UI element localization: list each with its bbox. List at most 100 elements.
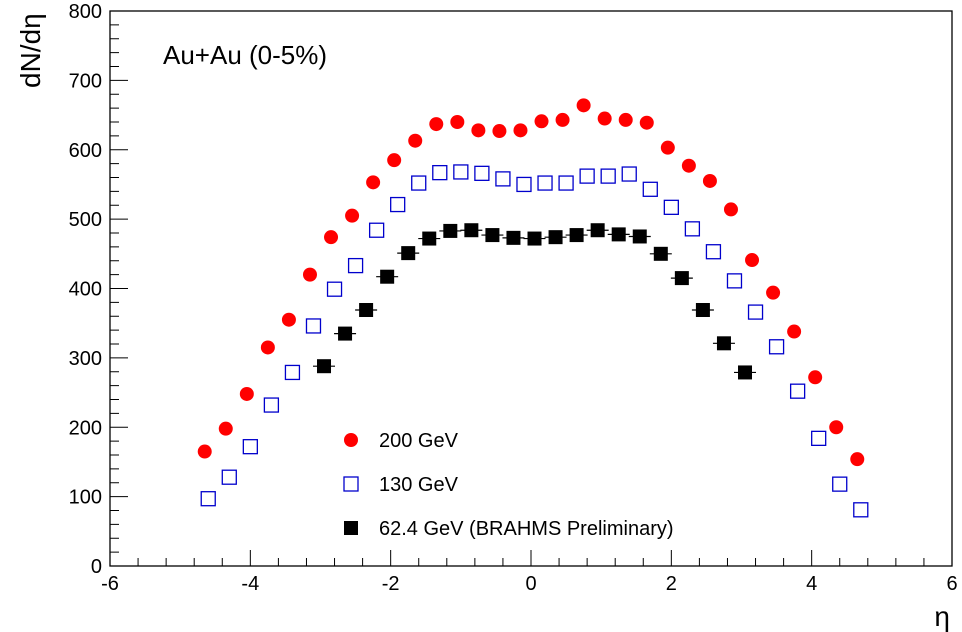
point-130gev	[221, 469, 237, 485]
legend: 200 GeV 130 GeV 62.4 GeV (BRAHMS Prelimi…	[343, 430, 674, 540]
point-130gev	[663, 199, 679, 215]
point-62gev	[527, 231, 542, 246]
point-130gev	[305, 318, 322, 334]
x-tick-label: 4	[806, 573, 817, 595]
point-62gev	[738, 365, 753, 380]
point-130gev	[747, 304, 764, 320]
point-130gev	[263, 397, 280, 413]
legend-label-200: 200 GeV	[379, 430, 459, 452]
point-130gev	[832, 476, 848, 492]
point-62gev	[695, 303, 710, 318]
point-200gev	[745, 253, 760, 268]
point-130gev	[642, 181, 658, 197]
legend-label-130: 130 GeV	[379, 474, 459, 496]
legend-marker-130	[343, 476, 359, 492]
point-200gev	[408, 133, 423, 148]
point-200gev	[239, 386, 254, 401]
point-200gev	[197, 444, 212, 459]
point-130gev	[432, 164, 448, 181]
point-200gev	[597, 111, 612, 126]
point-130gev	[853, 502, 869, 518]
point-130gev	[600, 168, 616, 184]
point-62gev	[422, 231, 437, 246]
point-200gev	[492, 124, 507, 139]
point-200gev	[324, 230, 339, 245]
point-130gev	[368, 222, 385, 238]
y-tick-label: 700	[69, 70, 102, 92]
point-200gev	[702, 173, 717, 188]
point-62gev	[590, 223, 605, 238]
point-200gev	[534, 114, 549, 129]
legend-label-62: 62.4 GeV (BRAHMS Preliminary)	[379, 518, 674, 540]
y-tick-label: 200	[69, 417, 102, 439]
point-62gev	[506, 230, 521, 245]
point-130gev	[811, 430, 827, 447]
x-tick-label: 0	[525, 573, 536, 595]
point-62gev	[632, 229, 647, 244]
point-130gev	[705, 244, 722, 260]
point-62gev	[338, 326, 353, 341]
point-62gev	[653, 246, 668, 261]
point-62gev	[401, 246, 416, 261]
point-130gev	[347, 257, 364, 274]
y-tick-label: 300	[69, 348, 102, 370]
point-200gev	[513, 123, 528, 138]
x-tick-label: 2	[666, 573, 677, 595]
point-200gev	[281, 312, 296, 327]
point-200gev	[787, 324, 802, 339]
legend-marker-200	[344, 433, 358, 447]
point-130gev	[326, 281, 343, 297]
y-tick-label: 500	[69, 209, 102, 231]
point-130gev	[390, 196, 406, 213]
point-200gev	[829, 420, 844, 435]
axis-tick-labels: -6 -4 -2 0 2 4 6 0 100 200 300 400 500 600 700 800	[69, 1, 958, 595]
point-130gev	[242, 439, 258, 455]
data-points	[197, 98, 869, 518]
point-62gev	[317, 359, 332, 374]
y-tick-label: 600	[69, 140, 102, 162]
point-200gev	[766, 285, 781, 300]
y-tick-label: 400	[69, 279, 102, 301]
point-200gev	[576, 98, 591, 113]
point-62gev	[485, 228, 500, 243]
x-tick-label: -4	[241, 573, 259, 595]
point-130gev	[474, 165, 490, 181]
point-62gev	[548, 230, 563, 245]
point-200gev	[429, 117, 444, 132]
x-tick-label: -6	[101, 573, 119, 595]
x-axis-label: η	[934, 601, 950, 632]
point-62gev	[716, 336, 731, 351]
point-130gev	[789, 383, 806, 399]
point-130gev	[537, 175, 553, 191]
point-130gev	[726, 273, 743, 289]
point-130gev	[200, 491, 216, 507]
point-200gev	[808, 370, 823, 385]
legend-item-62: 62.4 GeV (BRAHMS Preliminary)	[344, 518, 674, 540]
point-62gev	[611, 227, 626, 242]
point-200gev	[366, 175, 381, 190]
point-200gev	[555, 112, 570, 127]
legend-item-200: 200 GeV	[344, 430, 459, 452]
point-130gev	[495, 171, 511, 187]
point-200gev	[450, 115, 465, 129]
point-200gev	[260, 340, 275, 355]
point-130gev	[768, 339, 785, 355]
chart-annotation: Au+Au (0-5%)	[163, 40, 327, 70]
point-200gev	[618, 112, 633, 127]
legend-item-130: 130 GeV	[343, 474, 459, 496]
axis-ticks	[109, 10, 953, 567]
point-130gev	[558, 175, 574, 191]
point-62gev	[359, 303, 374, 318]
point-200gev	[218, 421, 233, 436]
y-tick-label: 100	[69, 487, 102, 509]
point-200gev	[387, 153, 402, 168]
point-200gev	[345, 208, 360, 223]
y-tick-label: 0	[91, 556, 102, 578]
legend-marker-62	[344, 521, 358, 535]
point-200gev	[681, 158, 696, 173]
point-130gev	[684, 221, 701, 237]
point-200gev	[660, 140, 675, 155]
point-200gev	[639, 115, 654, 130]
point-200gev	[723, 202, 738, 217]
